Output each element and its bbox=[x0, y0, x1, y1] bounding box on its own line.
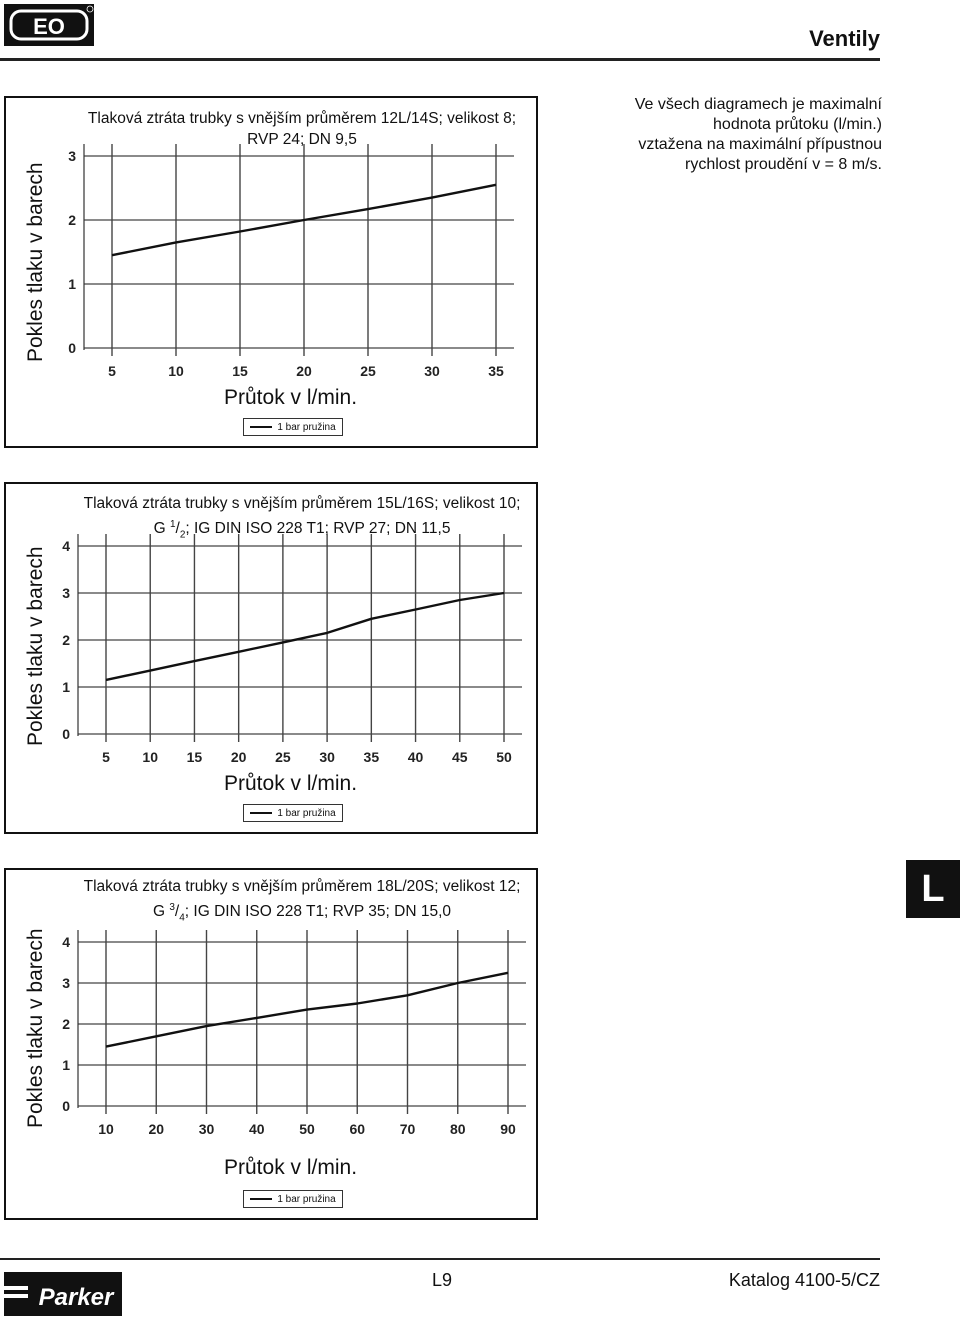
x-tick-label: 20 bbox=[148, 1121, 164, 1137]
x-tick-label: 20 bbox=[296, 363, 312, 379]
page-number: L9 bbox=[432, 1270, 453, 1290]
chart-title-line: G 1/2; IG DIN ISO 228 T1; RVP 27; DN 11,… bbox=[153, 519, 451, 541]
note-line: hodnota průtoku (l/min.) bbox=[713, 116, 882, 133]
x-tick-label: 5 bbox=[102, 749, 110, 765]
chart-legend: 1 bar pružina bbox=[243, 804, 343, 822]
note-line: Ve všech diagramech je maximalní bbox=[634, 96, 882, 113]
x-axis-label: Průtok v l/min. bbox=[224, 1156, 358, 1179]
y-tick-label: 2 bbox=[62, 632, 70, 648]
legend-label: 1 bar pružina bbox=[277, 807, 336, 819]
y-tick-label: 3 bbox=[62, 585, 70, 601]
chart-title: Tlaková ztráta trubky s vnějším průměrem… bbox=[60, 493, 544, 545]
x-tick-label: 40 bbox=[408, 749, 424, 765]
x-tick-label: 70 bbox=[400, 1121, 416, 1137]
series-line bbox=[111, 183, 497, 257]
title-prefix: G bbox=[152, 903, 170, 921]
x-tick-label: 45 bbox=[452, 749, 468, 765]
legend-label: 1 bar pružina bbox=[277, 1193, 336, 1205]
y-axis-label: Pokles tlaku v barech bbox=[24, 546, 47, 746]
chart-title: Tlaková ztráta trubky s vnějším průměrem… bbox=[60, 108, 544, 150]
x-tick-label: 5 bbox=[108, 363, 116, 379]
y-axis-label: Pokles tlaku v barech bbox=[24, 162, 47, 362]
x-tick-label: 50 bbox=[299, 1121, 315, 1137]
legend-line-swatch bbox=[250, 812, 273, 814]
header-divider bbox=[0, 58, 880, 61]
note-line: rychlost proudění v = 8 m/s. bbox=[685, 156, 882, 173]
footer-divider bbox=[0, 1258, 880, 1260]
section-tab: L bbox=[906, 860, 960, 918]
x-tick-label: 30 bbox=[319, 749, 335, 765]
y-tick-label: 0 bbox=[62, 726, 70, 742]
y-tick-label: 0 bbox=[68, 340, 76, 356]
y-tick-label: 1 bbox=[62, 1057, 70, 1073]
y-tick-label: 3 bbox=[62, 975, 70, 991]
x-tick-label: 15 bbox=[232, 363, 248, 379]
x-tick-label: 35 bbox=[364, 749, 380, 765]
fraction-numerator: 3 bbox=[169, 902, 175, 913]
y-tick-label: 2 bbox=[62, 1016, 70, 1032]
y-tick-label: 1 bbox=[62, 679, 70, 695]
chart-panel-2: Tlaková ztráta trubky s vnějším průměrem… bbox=[4, 482, 538, 834]
x-tick-label: 30 bbox=[199, 1121, 215, 1137]
catalog-number: Katalog 4100-5/CZ bbox=[728, 1270, 880, 1290]
chart-title: Tlaková ztráta trubky s vnějším průměrem… bbox=[60, 876, 544, 928]
title-suffix: ; IG DIN ISO 228 T1; RVP 27; DN 11,5 bbox=[185, 520, 451, 538]
x-tick-label: 60 bbox=[349, 1121, 365, 1137]
chart-title-line: Tlaková ztráta trubky s vnějším průměrem… bbox=[87, 110, 517, 127]
x-tick-label: 10 bbox=[168, 363, 184, 379]
x-tick-label: 10 bbox=[98, 1121, 114, 1137]
note-text: Ve všech diagramech je maximalní hodnota… bbox=[560, 95, 882, 175]
x-tick-label: 40 bbox=[249, 1121, 265, 1137]
y-tick-label: 1 bbox=[68, 276, 76, 292]
x-tick-label: 20 bbox=[231, 749, 247, 765]
legend-line-swatch bbox=[250, 426, 273, 428]
chart-legend: 1 bar pružina bbox=[243, 1190, 343, 1208]
x-tick-label: 25 bbox=[360, 363, 376, 379]
x-tick-label: 35 bbox=[488, 363, 504, 379]
fraction-numerator: 1 bbox=[169, 519, 176, 530]
y-tick-label: 4 bbox=[62, 934, 70, 950]
x-axis-label: Průtok v l/min. bbox=[224, 386, 358, 409]
x-tick-label: 25 bbox=[275, 749, 291, 765]
y-tick-label: 2 bbox=[68, 212, 76, 228]
y-tick-label: 4 bbox=[62, 538, 70, 554]
x-tick-label: 90 bbox=[500, 1121, 516, 1137]
legend-label: 1 bar pružina bbox=[277, 421, 336, 433]
x-axis-label: Průtok v l/min. bbox=[224, 772, 358, 795]
y-axis-label: Pokles tlaku v barech bbox=[24, 928, 47, 1128]
note-line: vztažena na maximální přípustnou bbox=[638, 136, 882, 153]
series-line bbox=[105, 591, 505, 682]
chart-title-line: Tlaková ztráta trubky s vnějším průměrem… bbox=[83, 878, 521, 895]
x-tick-label: 50 bbox=[496, 749, 512, 765]
chart-title-line: Tlaková ztráta trubky s vnějším průměrem… bbox=[83, 495, 521, 512]
legend-line-swatch bbox=[250, 1198, 273, 1200]
parker-logo: Parker bbox=[4, 1272, 122, 1316]
parker-logo-text: Parker bbox=[39, 1284, 115, 1311]
chart-title-line: RVP 24; DN 9,5 bbox=[247, 131, 357, 148]
eo-logo-text: EO bbox=[33, 14, 65, 39]
chart-legend: 1 bar pružina bbox=[243, 418, 343, 436]
title-prefix: G bbox=[153, 520, 170, 538]
y-tick-label: 3 bbox=[68, 148, 76, 164]
page-title: Ventily bbox=[809, 26, 880, 51]
fraction-denominator: 2 bbox=[179, 529, 186, 541]
chart-title-line: G 3/4; IG DIN ISO 228 T1; RVP 35; DN 15,… bbox=[152, 902, 452, 924]
series-line bbox=[105, 971, 509, 1048]
x-tick-label: 10 bbox=[142, 749, 158, 765]
title-suffix: ; IG DIN ISO 228 T1; RVP 35; DN 15,0 bbox=[184, 903, 452, 921]
fraction-denominator: 4 bbox=[179, 912, 185, 924]
x-tick-label: 30 bbox=[424, 363, 440, 379]
x-tick-label: 80 bbox=[450, 1121, 466, 1137]
chart-panel-1: Tlaková ztráta trubky s vnějším průměrem… bbox=[4, 96, 538, 448]
eo-logo: EO bbox=[4, 4, 94, 46]
y-tick-label: 0 bbox=[62, 1098, 70, 1114]
x-tick-label: 15 bbox=[187, 749, 203, 765]
chart-panel-3: Tlaková ztráta trubky s vnějším průměrem… bbox=[4, 868, 538, 1220]
chart-plot: 0 1 2 3 4 10 20 30 40 50 60 70 80 90 bbox=[62, 930, 526, 1137]
